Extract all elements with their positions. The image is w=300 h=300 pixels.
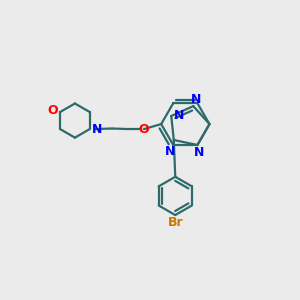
Text: O: O <box>47 104 58 117</box>
Text: O: O <box>139 123 149 136</box>
Text: N: N <box>191 93 202 106</box>
Text: N: N <box>92 123 102 136</box>
Text: N: N <box>194 146 204 159</box>
Text: N: N <box>165 145 175 158</box>
Text: N: N <box>174 109 185 122</box>
Text: Br: Br <box>167 216 183 229</box>
